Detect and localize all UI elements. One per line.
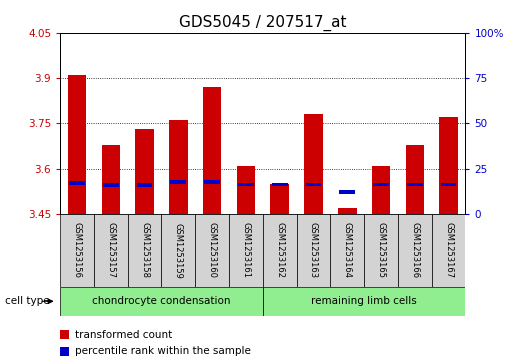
Bar: [137, 183, 153, 187]
Bar: [170, 180, 186, 184]
Text: GSM1253165: GSM1253165: [377, 223, 385, 278]
Bar: [103, 183, 119, 187]
Bar: [338, 208, 357, 214]
Bar: [270, 184, 289, 214]
Text: GSM1253164: GSM1253164: [343, 223, 352, 278]
Bar: [128, 214, 162, 287]
Text: chondrocyte condensation: chondrocyte condensation: [92, 296, 231, 306]
Bar: [405, 144, 424, 214]
Text: GSM1253162: GSM1253162: [275, 223, 284, 278]
Bar: [69, 181, 85, 184]
Bar: [195, 214, 229, 287]
Title: GDS5045 / 207517_at: GDS5045 / 207517_at: [179, 15, 347, 31]
Bar: [60, 347, 69, 356]
Bar: [236, 166, 255, 214]
Bar: [297, 214, 331, 287]
Text: GSM1253159: GSM1253159: [174, 223, 183, 278]
Bar: [169, 121, 188, 214]
Bar: [60, 287, 263, 316]
Bar: [431, 214, 465, 287]
Text: GSM1253160: GSM1253160: [208, 223, 217, 278]
Bar: [439, 117, 458, 214]
Bar: [101, 144, 120, 214]
Bar: [94, 214, 128, 287]
Text: GSM1253161: GSM1253161: [242, 223, 251, 278]
Text: GSM1253163: GSM1253163: [309, 223, 318, 278]
Bar: [60, 214, 94, 287]
Text: transformed count: transformed count: [75, 330, 173, 340]
Bar: [60, 330, 69, 339]
Bar: [398, 214, 431, 287]
Bar: [373, 183, 389, 186]
Bar: [339, 190, 355, 193]
Bar: [162, 214, 195, 287]
Text: GSM1253167: GSM1253167: [444, 223, 453, 278]
Bar: [238, 183, 254, 186]
Bar: [441, 183, 457, 186]
Bar: [372, 166, 390, 214]
Bar: [203, 87, 221, 214]
Text: GSM1253158: GSM1253158: [140, 223, 149, 278]
Bar: [304, 114, 323, 214]
Bar: [68, 75, 86, 214]
Bar: [229, 214, 263, 287]
Bar: [407, 183, 423, 186]
Bar: [305, 183, 321, 186]
Bar: [263, 287, 465, 316]
Bar: [204, 180, 220, 184]
Bar: [263, 214, 297, 287]
Text: cell type: cell type: [5, 296, 50, 306]
Bar: [364, 214, 398, 287]
Text: percentile rank within the sample: percentile rank within the sample: [75, 346, 251, 356]
Text: GSM1253157: GSM1253157: [106, 223, 115, 278]
Text: remaining limb cells: remaining limb cells: [311, 296, 417, 306]
Bar: [272, 183, 288, 186]
Bar: [331, 214, 364, 287]
Text: GSM1253166: GSM1253166: [411, 223, 419, 278]
Bar: [135, 130, 154, 214]
Text: GSM1253156: GSM1253156: [73, 223, 82, 278]
